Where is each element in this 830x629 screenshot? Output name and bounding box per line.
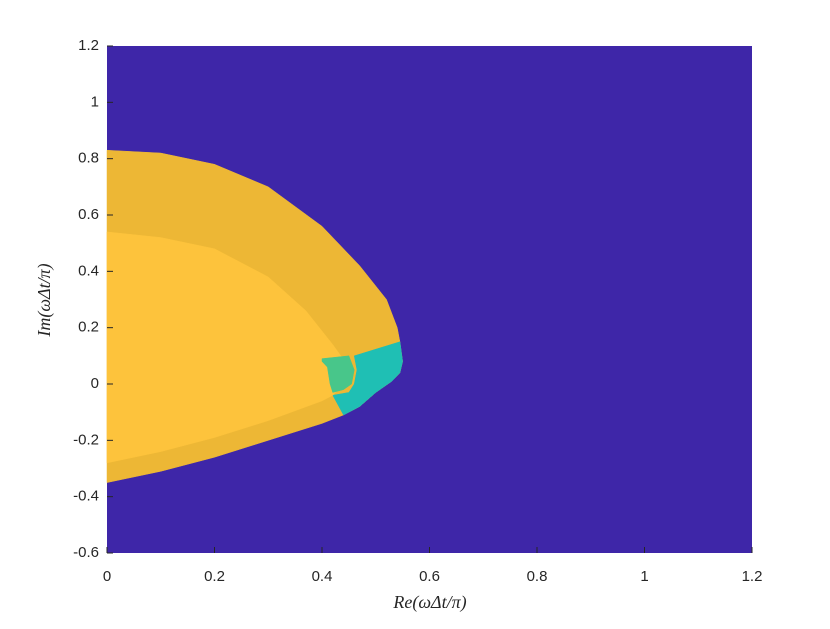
y-tick-label: 1.2	[78, 37, 99, 54]
x-tick-label: 0.4	[312, 568, 333, 585]
y-axis-label: Im(ωΔt/π)	[34, 263, 55, 337]
x-axis-label: Re(ωΔt/π)	[392, 592, 466, 613]
y-tick-label: 0.8	[78, 150, 99, 167]
x-tick-label: 0.6	[419, 568, 440, 585]
x-tick-label: 1	[640, 568, 648, 585]
y-tick-label: 0.4	[78, 262, 99, 279]
y-tick-label: 0	[91, 375, 99, 392]
region	[332, 341, 403, 416]
y-tick-label: 0.2	[78, 319, 99, 336]
y-tick-label: -0.2	[73, 431, 99, 448]
y-tick-label: -0.6	[73, 544, 99, 561]
y-tick-label: 0.6	[78, 206, 99, 223]
y-tick-label: 1	[91, 93, 99, 110]
y-tick-label: -0.4	[73, 488, 99, 505]
x-tick-label: 1.2	[742, 568, 763, 585]
x-tick-label: 0.2	[204, 568, 225, 585]
x-tick-label: 0	[103, 568, 111, 585]
region	[321, 355, 355, 393]
x-tick-label: 0.8	[527, 568, 548, 585]
